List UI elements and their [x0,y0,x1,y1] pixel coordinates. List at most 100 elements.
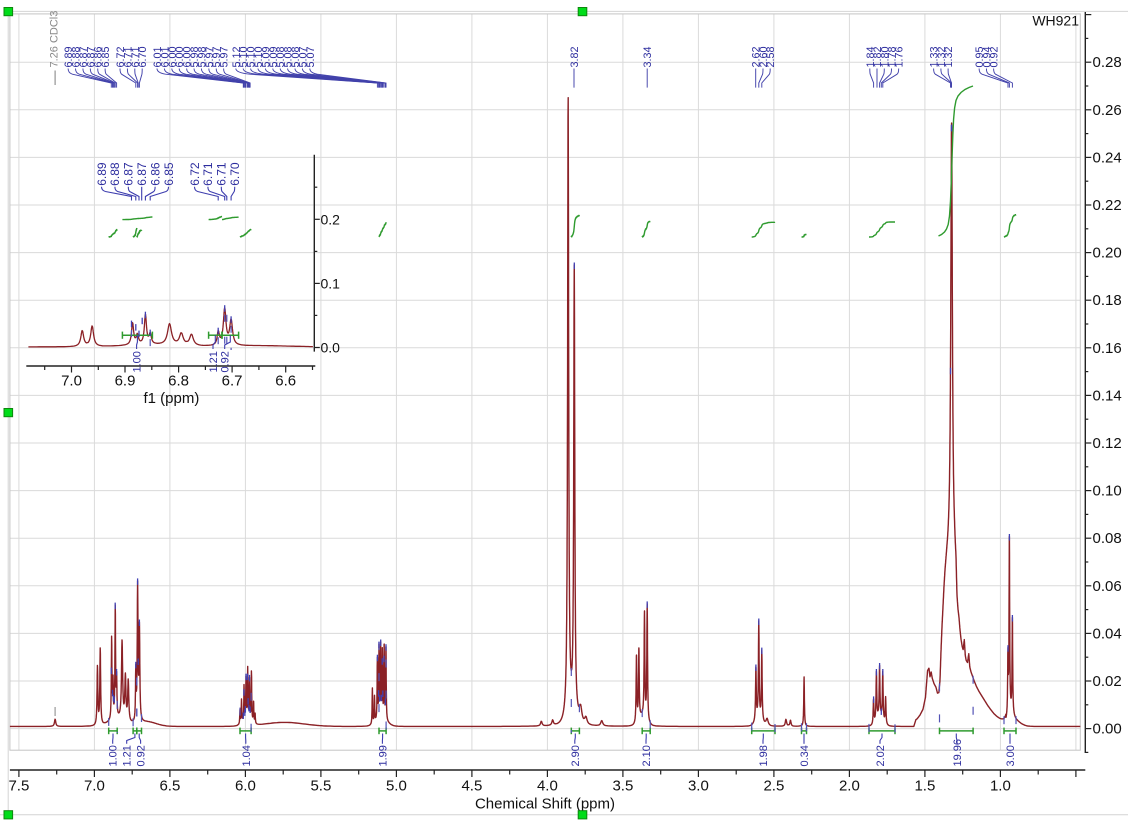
svg-text:0.18: 0.18 [1093,292,1122,309]
svg-text:2.0: 2.0 [839,778,860,795]
svg-text:0.92: 0.92 [989,46,1001,67]
svg-text:1.32: 1.32 [936,46,948,67]
svg-text:4.5: 4.5 [461,778,482,795]
svg-text:5.5: 5.5 [310,778,331,795]
svg-text:5.97: 5.97 [219,46,231,67]
svg-text:0.28: 0.28 [1093,54,1122,71]
svg-text:0.0: 0.0 [321,340,341,356]
svg-text:0.34: 0.34 [799,745,811,766]
svg-text:3.0: 3.0 [688,778,709,795]
svg-text:6.85: 6.85 [100,46,112,67]
svg-text:5.08: 5.08 [275,46,287,67]
svg-text:6.5: 6.5 [159,778,180,795]
svg-text:0.14: 0.14 [1093,387,1122,404]
svg-text:7.0: 7.0 [61,373,82,390]
svg-text:0.10: 0.10 [1093,483,1122,500]
svg-text:6.70: 6.70 [137,46,149,67]
svg-text:5.98: 5.98 [196,46,208,67]
svg-text:5.10: 5.10 [246,46,258,67]
svg-text:6.72: 6.72 [188,162,202,186]
svg-text:7.0: 7.0 [84,778,105,795]
svg-text:0.1: 0.1 [321,275,341,291]
svg-text:6.00: 6.00 [167,46,179,67]
svg-text:6.01: 6.01 [159,46,171,67]
svg-text:1.32: 1.32 [943,46,955,67]
svg-text:1.33: 1.33 [929,46,941,67]
svg-text:1.21: 1.21 [122,745,134,766]
svg-text:6.00: 6.00 [174,46,186,67]
svg-text:6.88: 6.88 [71,46,83,67]
svg-text:6.71: 6.71 [130,46,142,67]
svg-text:6.87: 6.87 [78,46,90,67]
svg-text:1.98: 1.98 [758,745,770,766]
svg-text:2.58: 2.58 [765,46,777,67]
svg-text:5.07: 5.07 [305,46,317,67]
svg-text:5.10: 5.10 [238,46,250,67]
svg-text:0.12: 0.12 [1093,435,1122,452]
svg-text:Chemical Shift (ppm): Chemical Shift (ppm) [475,796,615,813]
svg-text:0.26: 0.26 [1093,102,1122,119]
svg-text:6.00: 6.00 [182,46,194,67]
svg-text:0.92: 0.92 [220,351,232,372]
svg-text:7.26 CDCl3: 7.26 CDCl3 [49,11,61,68]
svg-text:5.97: 5.97 [211,46,223,67]
svg-text:6.6: 6.6 [275,373,296,390]
svg-text:1.04: 1.04 [241,745,253,766]
svg-text:5.97: 5.97 [204,46,216,67]
svg-text:3.00: 3.00 [1005,745,1017,766]
svg-text:6.0: 6.0 [235,778,256,795]
svg-text:f1 (ppm): f1 (ppm) [143,390,199,407]
svg-text:6.86: 6.86 [148,162,162,186]
svg-text:5.98: 5.98 [189,46,201,67]
svg-text:1.5: 1.5 [914,778,935,795]
svg-text:1.00: 1.00 [132,351,144,372]
svg-text:0.02: 0.02 [1093,673,1122,690]
svg-text:1.80: 1.80 [879,46,891,67]
svg-text:5.08: 5.08 [283,46,295,67]
svg-text:6.85: 6.85 [162,162,176,186]
svg-text:1.99: 1.99 [377,745,389,766]
svg-text:1.84: 1.84 [865,46,877,67]
svg-text:5.10: 5.10 [253,46,265,67]
svg-text:2.02: 2.02 [875,745,887,766]
svg-text:5.08: 5.08 [290,46,302,67]
svg-text:6.89: 6.89 [95,162,109,186]
svg-text:6.01: 6.01 [152,46,164,67]
svg-text:0.16: 0.16 [1093,340,1122,357]
svg-text:6.88: 6.88 [108,162,122,186]
svg-text:0.94: 0.94 [981,46,993,67]
svg-text:6.7: 6.7 [222,373,243,390]
svg-text:0.95: 0.95 [974,46,986,67]
svg-text:6.8: 6.8 [168,373,189,390]
svg-text:6.71: 6.71 [201,162,215,186]
svg-text:6.71: 6.71 [122,46,134,67]
svg-text:2.60: 2.60 [758,46,770,67]
svg-text:2.10: 2.10 [641,745,653,766]
svg-text:6.87: 6.87 [122,162,136,186]
svg-text:1.21: 1.21 [208,351,220,372]
svg-text:19.96: 19.96 [952,739,964,767]
svg-text:0.2: 0.2 [321,211,341,227]
svg-text:5.09: 5.09 [268,46,280,67]
svg-text:6.87: 6.87 [135,162,149,186]
svg-text:6.86: 6.86 [93,46,105,67]
svg-text:6.87: 6.87 [85,46,97,67]
svg-text:0.00: 0.00 [1093,721,1122,738]
svg-text:0.04: 0.04 [1093,625,1122,642]
svg-text:5.0: 5.0 [386,778,407,795]
svg-text:5.09: 5.09 [260,46,272,67]
svg-text:6.71: 6.71 [215,162,229,186]
svg-text:3.5: 3.5 [612,778,633,795]
svg-text:1.0: 1.0 [990,778,1011,795]
svg-text:6.9: 6.9 [115,373,136,390]
svg-text:0.92: 0.92 [136,745,148,766]
svg-text:3.82: 3.82 [569,46,581,67]
svg-text:0.20: 0.20 [1093,245,1122,262]
svg-text:5.12: 5.12 [231,46,243,67]
svg-text:2.90: 2.90 [570,745,582,766]
svg-text:3.34: 3.34 [642,46,654,67]
svg-text:6.72: 6.72 [115,46,127,67]
svg-text:1.76: 1.76 [894,46,906,67]
svg-text:2.62: 2.62 [751,46,763,67]
svg-text:0.24: 0.24 [1093,149,1122,166]
